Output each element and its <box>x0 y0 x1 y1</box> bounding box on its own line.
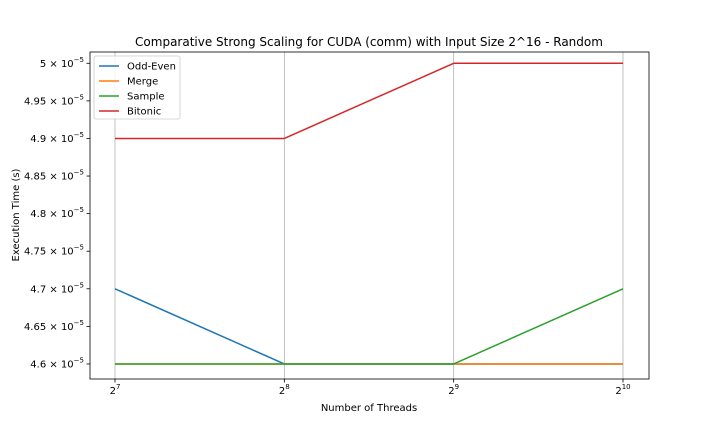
y-axis-label: Execution Time (s) <box>11 168 22 261</box>
x-axis-ticks: 27 28 29 210 <box>110 379 631 397</box>
y-tick-label: 4.8 × 10−5 <box>30 206 84 220</box>
y-tick-label: 4.95 × 10−5 <box>24 93 84 107</box>
y-tick-label: 4.6 × 10−5 <box>30 356 84 370</box>
chart-title: Comparative Strong Scaling for CUDA (com… <box>135 35 603 49</box>
legend-label-merge: Merge <box>127 77 158 88</box>
y-axis-ticks: 4.6 × 10−5 4.65 × 10−5 4.7 × 10−5 4.75 × 10… <box>24 56 90 370</box>
y-tick-label: 4.9 × 10−5 <box>30 131 84 145</box>
x-tick-label: 27 <box>110 383 121 397</box>
y-tick-label: 4.7 × 10−5 <box>30 281 84 295</box>
plot-frame <box>89 51 650 380</box>
x-tick-label: 28 <box>279 383 290 397</box>
y-tick-label: 4.85 × 10−5 <box>24 169 84 183</box>
y-tick-label: 4.75 × 10−5 <box>24 244 84 258</box>
y-tick-label: 5 × 10−5 <box>40 56 84 70</box>
y-tick-label: 4.65 × 10−5 <box>24 319 84 333</box>
legend-label-sample: Sample <box>127 92 165 103</box>
legend-box <box>93 55 181 120</box>
x-axis-label: Number of Threads <box>321 403 417 414</box>
legend-label-bitonic: Bitonic <box>127 107 161 118</box>
legend: Odd-Even Merge Sample Bitonic <box>93 55 181 120</box>
series-line-sample <box>115 288 624 365</box>
series-lines <box>114 62 624 365</box>
series-line-bitonic <box>115 62 623 140</box>
legend-label-odd-even: Odd-Even <box>127 62 176 73</box>
x-tick-label: 29 <box>448 383 459 397</box>
